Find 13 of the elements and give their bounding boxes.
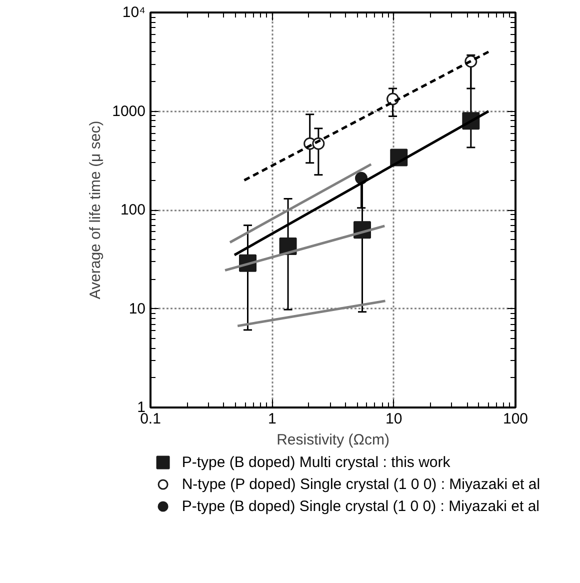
y-tick-label: 1000 — [112, 102, 146, 120]
x-axis-title: Resistivity (Ωcm) — [276, 432, 390, 448]
x-tick-label: 100 — [502, 410, 528, 428]
y-tick-label: 10 — [128, 300, 146, 318]
x-tick-label: 10 — [385, 410, 402, 428]
y-tick-label: 100 — [120, 202, 146, 218]
x-tick-label: 1 — [268, 410, 276, 428]
x-tick-label: 0.1 — [140, 410, 161, 428]
y-axis-title: Average of life time (μ sec) — [87, 120, 104, 300]
y-tick-label: 10⁴ — [122, 4, 146, 21]
legend-label: P-type (B doped) Multi crystal : this work — [182, 454, 451, 471]
legend-label: N-type (P doped) Single crystal (1 0 0) : Miyazaki et al — [182, 476, 540, 493]
legend-label: P-type (B doped) Single crystal (1 0 0) : Miyazaki et al — [182, 498, 540, 515]
